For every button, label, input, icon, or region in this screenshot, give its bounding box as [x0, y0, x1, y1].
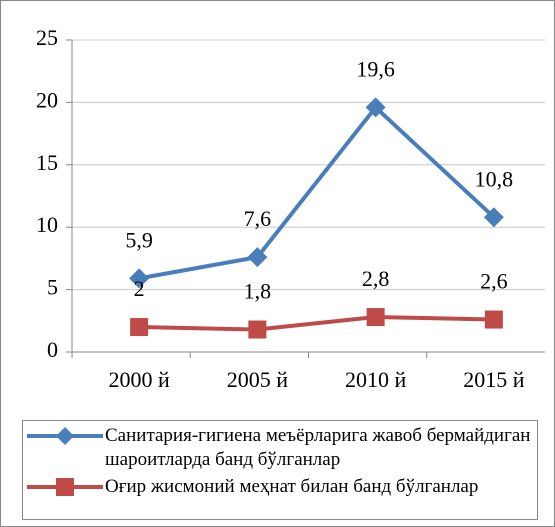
- x-tick-label: 2000 й: [108, 367, 170, 392]
- data-label: 2,6: [480, 269, 508, 294]
- series-line: [139, 315, 494, 332]
- legend-label: Санитария-гигиена меъёрларига жавоб берм…: [105, 425, 531, 470]
- data-label: 2,8: [362, 266, 390, 291]
- marker: [248, 320, 267, 339]
- marker: [129, 268, 150, 289]
- legend-swatch: [27, 427, 103, 445]
- chart: 0 5 10 15 20 25 2000 й 2005 й 2010 й 2015 й 5,9 7,6…: [36, 25, 545, 392]
- legend-swatch: [27, 478, 103, 496]
- data-label: 7,6: [244, 206, 272, 231]
- series-line: [138, 104, 496, 281]
- data-label: 2: [134, 276, 145, 301]
- y-tick-label: 5: [47, 275, 58, 300]
- data-label: 1,8: [244, 279, 272, 304]
- data-label: 10,8: [475, 166, 514, 191]
- y-tick-label: 0: [47, 337, 58, 362]
- x-tick-label: 2010 й: [345, 367, 407, 392]
- y-tick-label: 10: [36, 212, 58, 237]
- marker: [483, 207, 504, 228]
- legend-entry: Санитария-гигиена меъёрларига жавоб берм…: [23, 424, 537, 472]
- data-label: 5,9: [125, 227, 153, 252]
- legend-marker: [56, 478, 74, 496]
- data-label: 19,6: [356, 56, 395, 81]
- y-tick-label: 25: [36, 25, 58, 50]
- marker: [366, 308, 385, 327]
- marker: [365, 97, 386, 118]
- legend-label: Оғир жисмоний меҳнат билан банд бўлганла…: [105, 476, 479, 497]
- marker: [247, 247, 268, 268]
- marker: [484, 310, 503, 329]
- y-tick-label: 15: [36, 150, 58, 175]
- legend-marker: [56, 427, 74, 445]
- x-tick-label: 2015 й: [463, 367, 525, 392]
- marker: [130, 318, 149, 337]
- legend: Санитария-гигиена меъёрларига жавоб берм…: [22, 420, 538, 520]
- y-tick-label: 20: [36, 87, 58, 112]
- x-tick-label: 2005 й: [227, 367, 289, 392]
- legend-entry: Оғир жисмоний меҳнат билан банд бўлганла…: [23, 475, 537, 499]
